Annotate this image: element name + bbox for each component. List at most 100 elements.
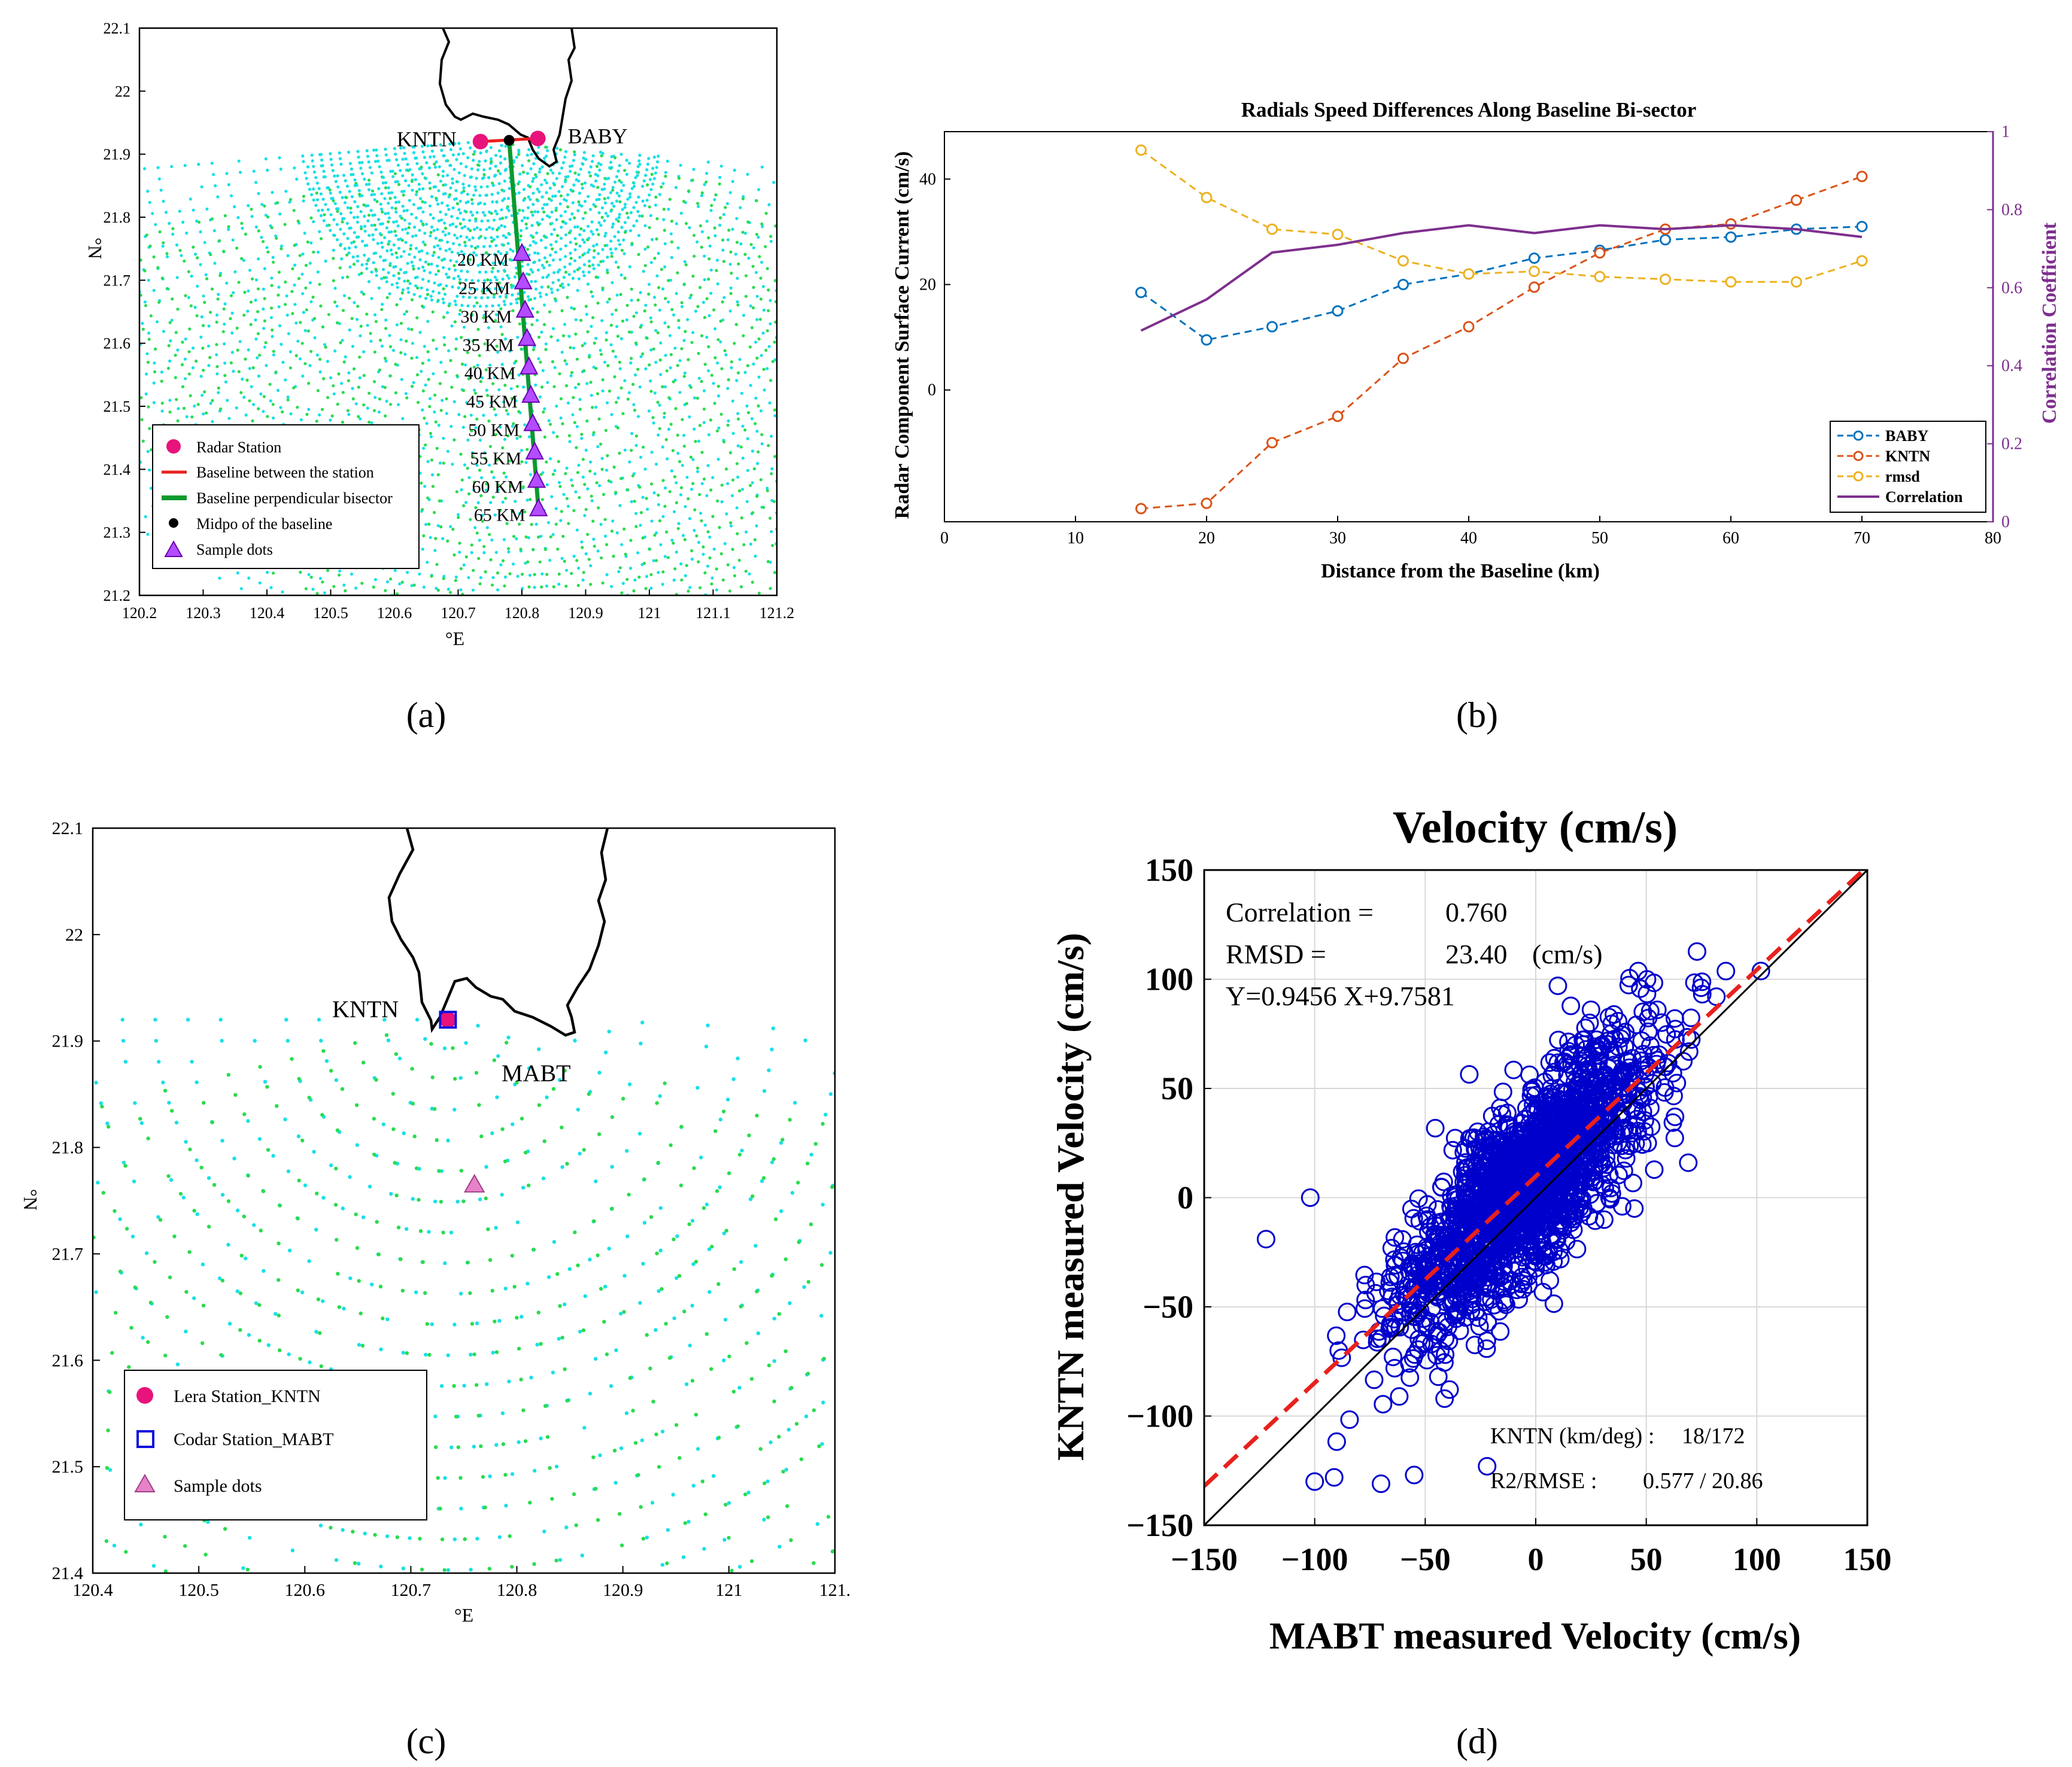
radar-grid-dot [563,1367,567,1371]
radar-grid-dot [318,282,321,286]
radar-grid-dot [332,279,335,282]
scatter-point [1470,1317,1489,1336]
radar-grid-dot [561,285,565,289]
radar-grid-dot [774,1217,778,1221]
radar-grid-dot [641,1261,645,1266]
radar-grid-dot [227,183,230,187]
radar-grid-dot [311,296,315,299]
series-point-baby [1201,334,1213,346]
c-y-tick-label: 21.6 [52,1351,84,1370]
radar-grid-dot [705,336,709,339]
radar-grid-dot [531,1248,536,1252]
radar-grid-dot [706,464,710,467]
radar-grid-dot [615,199,618,203]
radar-grid-dot [519,1377,523,1382]
radar-grid-dot [590,394,593,397]
radar-grid-dot [751,481,754,485]
radar-grid-dot [581,1328,586,1333]
radar-grid-dot [503,1159,508,1164]
radar-grid-dot [469,1352,473,1357]
radar-grid-dot [218,273,222,277]
radar-grid-dot [750,326,754,330]
radar-grid-dot [482,413,485,417]
radar-grid-dot [496,458,499,462]
radar-grid-dot [751,580,754,584]
radar-grid-dot [184,1140,188,1144]
radar-grid-dot [411,235,415,238]
radar-grid-dot [629,361,633,365]
radar-grid-dot [569,346,572,349]
radar-grid-dot [621,412,625,415]
radar-grid-dot [153,1017,157,1022]
radar-grid-dot [570,478,573,482]
radar-grid-dot [338,569,342,573]
radar-grid-dot [263,297,266,300]
radar-grid-dot [329,1525,333,1530]
radar-grid-dot [415,355,419,360]
radar-grid-dot [540,330,543,334]
radar-grid-dot [335,1237,339,1242]
radar-grid-dot [643,247,647,251]
radar-grid-dot [715,567,718,571]
radar-grid-dot [458,542,461,545]
radar-grid-dot [571,276,575,280]
radar-grid-dot [427,1353,432,1357]
radar-grid-dot [227,416,231,420]
radar-grid-dot [600,154,603,157]
radar-grid-dot [410,584,414,588]
c-y-tick-label: 21.7 [52,1244,84,1264]
radar-grid-dot [460,478,464,482]
radar-grid-dot [348,1175,352,1179]
radar-grid-dot [162,330,165,333]
radar-grid-dot [478,160,481,163]
radar-grid-dot [389,248,393,252]
radar-grid-dot [460,336,463,339]
radar-grid-dot [442,336,446,339]
radar-grid-dot [442,1046,447,1051]
radar-grid-dot [462,186,466,190]
radar-grid-dot [337,372,341,376]
radar-grid-dot [459,1506,463,1511]
radar-grid-dot [426,460,430,464]
radar-grid-dot [403,352,407,356]
radar-grid-dot [133,1101,137,1105]
radar-grid-dot [543,548,547,551]
radar-grid-dot [649,379,652,383]
radar-grid-dot [538,395,542,399]
radar-grid-dot [591,263,595,267]
radar-grid-dot [329,191,332,195]
radar-grid-dot [387,202,390,205]
radar-grid-dot [241,226,244,230]
radar-grid-dot [415,216,418,220]
radar-grid-dot [380,241,384,245]
sample-dot-marker [517,328,537,346]
radar-grid-dot [431,310,435,314]
radar-grid-dot [490,160,493,163]
radar-grid-dot [515,1220,520,1224]
radar-grid-dot [559,519,563,522]
radar-grid-dot [503,1473,508,1477]
radar-grid-dot [765,329,769,333]
radar-grid-dot [479,228,482,232]
legend-b-label: Correlation [1885,488,1963,506]
radar-grid-dot [678,460,682,464]
radar-grid-dot [176,308,180,311]
radar-grid-dot [683,505,687,509]
radar-grid-dot [182,406,186,410]
radar-grid-dot [669,278,673,282]
radar-grid-dot [703,524,707,527]
radar-grid-dot [343,201,347,205]
radar-grid-dot [536,1310,540,1315]
radar-grid-dot [773,340,776,344]
radar-grid-dot [694,1413,698,1417]
radar-grid-dot [599,163,603,166]
radar-grid-dot [606,196,610,200]
radar-grid-dot [588,208,593,211]
radar-grid-dot [259,1228,263,1233]
radar-grid-dot [628,265,631,269]
radar-grid-dot [454,575,458,579]
radar-grid-dot [308,187,312,191]
radar-grid-dot [525,153,529,157]
radar-grid-dot [421,408,424,412]
radar-grid-dot [478,354,481,357]
